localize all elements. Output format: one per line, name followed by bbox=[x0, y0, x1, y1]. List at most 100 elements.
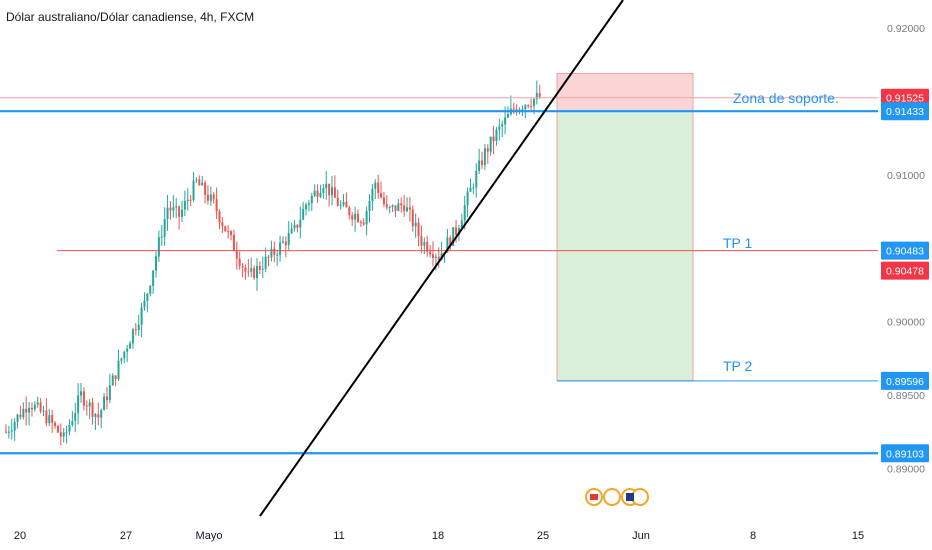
candle-body bbox=[348, 207, 351, 216]
annotation-support-zone: Zona de soporte. bbox=[733, 90, 839, 106]
candle-body bbox=[463, 205, 466, 221]
candle-body bbox=[365, 210, 368, 225]
candle-body bbox=[152, 270, 155, 286]
candle-body bbox=[530, 106, 533, 108]
candle-body bbox=[255, 265, 258, 279]
candle-body bbox=[253, 268, 256, 279]
candle-body bbox=[71, 420, 74, 426]
candle-body bbox=[206, 194, 209, 201]
candle-body bbox=[351, 215, 354, 220]
candle-body bbox=[411, 209, 414, 227]
candle-body bbox=[74, 413, 77, 421]
candle-body bbox=[126, 348, 129, 352]
candle-body bbox=[183, 200, 186, 210]
candle-body bbox=[250, 268, 253, 272]
candle-body bbox=[129, 343, 132, 349]
price-label: 0.90478 bbox=[886, 266, 924, 278]
candle-body bbox=[10, 430, 13, 432]
price-label: 0.89596 bbox=[886, 376, 924, 388]
candle-body bbox=[68, 425, 71, 432]
x-tick-label: 11 bbox=[333, 530, 344, 542]
take-profit-zone[interactable] bbox=[556, 110, 694, 382]
candle-body bbox=[65, 431, 68, 433]
candle-body bbox=[359, 221, 362, 223]
candle-body bbox=[316, 190, 319, 197]
candle-body bbox=[483, 148, 486, 165]
flag-blue-icon bbox=[626, 493, 634, 501]
chart-title: Dólar australiano/Dólar canadiense, 4h, … bbox=[6, 10, 255, 24]
candle-body bbox=[524, 105, 527, 110]
candle-body bbox=[400, 203, 403, 206]
x-tick-label: Mayo bbox=[196, 530, 223, 542]
candle-body bbox=[143, 300, 146, 308]
candle-body bbox=[62, 432, 65, 437]
price-axis[interactable] bbox=[879, 0, 932, 520]
candle-body bbox=[492, 136, 495, 142]
candle-body bbox=[178, 206, 181, 217]
candle-body bbox=[455, 227, 458, 235]
y-tick-label: 0.89000 bbox=[887, 463, 925, 475]
candle-body bbox=[264, 256, 267, 269]
candle-body bbox=[7, 431, 10, 433]
annotation-tp2: TP 2 bbox=[723, 358, 753, 374]
candle-body bbox=[25, 408, 28, 413]
candle-body bbox=[149, 285, 152, 294]
candle-body bbox=[80, 391, 83, 396]
candle-body bbox=[397, 203, 400, 211]
candle-body bbox=[146, 293, 149, 301]
candle-body bbox=[495, 129, 498, 142]
candle-body bbox=[227, 231, 230, 233]
candle-body bbox=[310, 195, 313, 204]
candle-body bbox=[114, 375, 117, 380]
stop-loss-zone[interactable] bbox=[556, 72, 694, 112]
candle-body bbox=[325, 183, 328, 189]
candle-body bbox=[186, 199, 189, 201]
candle-body bbox=[204, 182, 207, 195]
candle-body bbox=[342, 201, 345, 206]
candle-body bbox=[423, 241, 426, 246]
candle-body bbox=[512, 108, 515, 110]
candle-body bbox=[331, 187, 334, 196]
candle-body bbox=[111, 375, 114, 386]
candle-body bbox=[299, 219, 302, 228]
trendline[interactable] bbox=[259, 0, 624, 517]
candle-body bbox=[103, 396, 106, 411]
candle-body bbox=[437, 256, 440, 260]
candle-body bbox=[232, 234, 235, 252]
candle-body bbox=[417, 222, 420, 236]
candle-body bbox=[290, 228, 293, 234]
candle-body bbox=[527, 105, 530, 107]
candle-body bbox=[175, 206, 178, 208]
candle-body bbox=[218, 211, 221, 223]
candle-body bbox=[368, 201, 371, 211]
candle-body bbox=[221, 222, 224, 227]
candle-body bbox=[235, 251, 238, 259]
candle-body bbox=[345, 201, 348, 208]
x-tick-label: 15 bbox=[852, 530, 864, 542]
candle-body bbox=[120, 358, 123, 361]
flag-red-icon bbox=[590, 494, 598, 500]
candle-body bbox=[105, 396, 108, 401]
candle-body bbox=[532, 99, 535, 107]
candle-body bbox=[273, 248, 276, 255]
candle-body bbox=[267, 256, 270, 258]
candle-body bbox=[39, 402, 42, 412]
candle-body bbox=[36, 402, 39, 405]
candle-body bbox=[270, 248, 273, 258]
candle-body bbox=[230, 231, 233, 235]
candle-body bbox=[391, 205, 394, 207]
candle-body bbox=[195, 179, 198, 181]
price-label: 0.91525 bbox=[886, 93, 924, 105]
candle-body bbox=[313, 190, 316, 196]
candle-body bbox=[406, 207, 409, 212]
candle-body bbox=[281, 241, 284, 243]
candle-body bbox=[426, 241, 429, 252]
candle-body bbox=[88, 402, 91, 407]
candle-body bbox=[466, 191, 469, 206]
candle-body bbox=[258, 265, 261, 270]
candle-body bbox=[388, 206, 391, 208]
event-flag-icon[interactable] bbox=[631, 488, 649, 506]
event-flag-icon[interactable] bbox=[603, 488, 621, 506]
candle-body bbox=[241, 266, 244, 268]
